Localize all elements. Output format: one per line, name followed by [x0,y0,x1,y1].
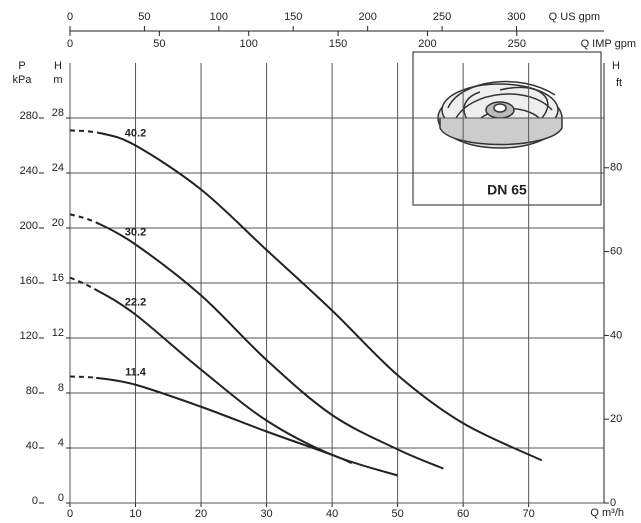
y3-tick-label: 40 [610,329,622,341]
top-tick-label: 150 [284,11,302,23]
top2-tick-label: 250 [508,38,526,50]
top2-tick-label: 200 [418,38,436,50]
x-tick-label: 50 [391,508,403,520]
top2-tick-label: 0 [67,38,73,50]
y2-tick-label: 200 [20,220,38,232]
y-tick-label: 0 [58,492,64,504]
series-label: 40.2 [125,127,146,139]
y3-tick-label: 0 [610,497,616,509]
y3-tick-label: 20 [610,413,622,425]
y-tick-label: 16 [52,272,64,284]
top-tick-label: 100 [210,11,228,23]
x-tick-label: 60 [457,508,469,520]
y2-tick-label: 120 [20,330,38,342]
top2-tick-label: 150 [329,38,347,50]
y2-tick-label: 160 [20,275,38,287]
top2-tick-label: 100 [240,38,258,50]
y-tick-label: 28 [52,107,64,119]
top2-axis-label: Q IMP gpm [581,38,636,50]
y2-tick-label: 80 [26,385,38,397]
inset-label: DN 65 [487,182,527,198]
series-label: 22.2 [125,297,146,309]
x-tick-label: 10 [129,508,141,520]
y2-tick-label: 0 [32,495,38,507]
ft-axis-label: H [612,60,620,72]
p-axis-label: kPa [13,74,33,86]
top2-tick-label: 50 [153,38,165,50]
top-axis-label: Q US gpm [549,11,600,23]
y-axis-label: m [53,74,62,86]
x-tick-label: 30 [260,508,272,520]
y-tick-label: 8 [58,382,64,394]
y-tick-label: 20 [52,217,64,229]
ft-axis-label: ft [616,77,622,89]
x-tick-label: 70 [523,508,535,520]
curve [69,276,398,477]
top-tick-label: 200 [358,11,376,23]
y2-tick-label: 240 [20,165,38,177]
y3-tick-label: 80 [610,162,622,174]
curve [69,129,543,462]
top-tick-label: 250 [433,11,451,23]
y3-tick-label: 60 [610,245,622,257]
curve [69,213,444,470]
y2-tick-label: 280 [20,110,38,122]
series-label: 11.4 [125,367,147,379]
top-tick-label: 50 [138,11,150,23]
curve [69,375,353,465]
x-tick-label: 20 [195,508,207,520]
top-tick-label: 0 [67,11,73,23]
y-tick-label: 24 [52,162,64,174]
x-tick-label: 0 [67,508,73,520]
top-tick-label: 300 [507,11,525,23]
y-tick-label: 4 [58,437,64,449]
x-axis-label: Q m³/h [590,507,624,519]
series-label: 30.2 [125,226,146,238]
y-tick-label: 12 [52,327,64,339]
p-axis-label: P [18,60,25,72]
y2-tick-label: 40 [26,440,38,452]
y-axis-label: H [54,60,62,72]
x-tick-label: 40 [326,508,338,520]
